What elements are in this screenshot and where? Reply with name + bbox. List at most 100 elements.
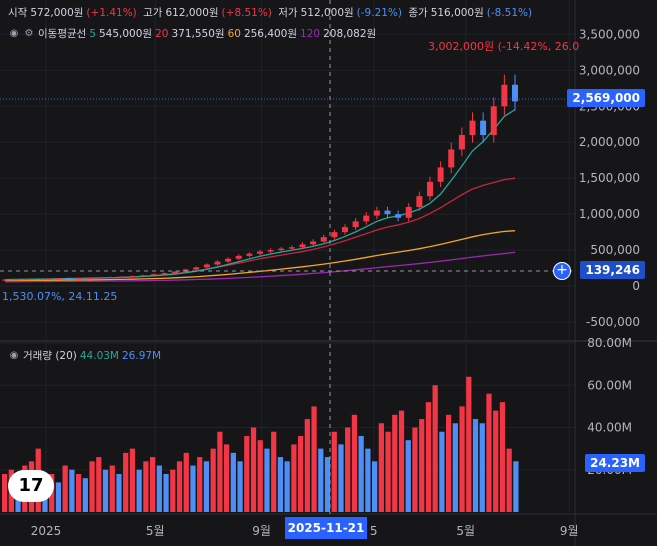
candle-body: [193, 267, 200, 270]
settings-icon[interactable]: ⚙: [24, 27, 34, 39]
volume-bar: [479, 423, 485, 512]
time-axis: 2025 5월 9월 5 5월 9월: [31, 524, 579, 538]
moving-average-lines: [4, 109, 516, 283]
volume-bar: [102, 469, 109, 512]
volume-bar: [109, 465, 115, 512]
candle-body: [310, 241, 317, 245]
volume-bar: [170, 469, 176, 512]
candle-body: [363, 215, 370, 222]
price-tick-label: 3,000,000: [579, 63, 640, 77]
volume-bar: [291, 444, 297, 512]
candle-body: [23, 278, 30, 280]
candle-body: [129, 276, 136, 277]
crosshair-date-tag: 2025-11-21: [285, 517, 367, 539]
time-tick-label: 9월: [560, 524, 579, 538]
volume-bar: [506, 448, 512, 512]
volume-bar: [358, 435, 364, 512]
volume-bar: [55, 482, 62, 512]
volume-bar: [217, 431, 223, 512]
volume-bar: [89, 461, 95, 512]
volume-tick-label: 80.00M: [587, 336, 632, 350]
volume-bar: [143, 461, 149, 512]
eye-icon[interactable]: ◉: [9, 27, 19, 39]
volume-bar: [82, 478, 88, 512]
volume-bar: [264, 448, 270, 512]
volume-bar: [392, 414, 398, 512]
volume-bar: [372, 461, 378, 512]
volume-tick-label: 60.00M: [587, 378, 632, 392]
open-label: 시작: [8, 7, 28, 19]
candle-body: [427, 181, 433, 197]
volume-bar: [76, 473, 82, 512]
open-value: 572,000원: [30, 7, 84, 19]
close-value: 516,000원: [430, 7, 484, 19]
volume-bar: [257, 440, 263, 512]
last-price-tag: 2,569,000: [567, 89, 645, 107]
volume-bar: [298, 435, 304, 512]
volume-bar: [499, 402, 506, 512]
volume-bar: [331, 431, 337, 512]
candle-body: [55, 278, 62, 280]
ma20-line: [4, 177, 516, 281]
low-change: (-9.21%): [356, 7, 403, 19]
price-tick-label: 2,000,000: [579, 135, 640, 149]
ma5-period: 5: [89, 27, 96, 40]
volume-bar: [405, 440, 411, 512]
add-alert-button[interactable]: +: [553, 262, 571, 280]
candle-body: [108, 277, 115, 279]
volume-bar: [378, 423, 384, 512]
candle-body: [458, 135, 465, 150]
volume-legend[interactable]: ◉ 거래량 (20) 44.03M 26.97M: [8, 348, 164, 363]
volume-label: 거래량 (20): [23, 350, 77, 362]
volume-bar: [277, 457, 284, 512]
candle-body: [480, 120, 487, 136]
high-value: 612,000원: [165, 7, 219, 19]
volume-bar: [284, 461, 290, 512]
volume-value-2: 26.97M: [122, 349, 162, 362]
ma-legend[interactable]: ◉ ⚙ 이동평균선 5 545,000원 20 371,550원 60 256,400…: [8, 26, 379, 41]
volume-bar: [230, 452, 236, 512]
candle-body: [384, 210, 391, 215]
volume-bar: [493, 410, 499, 512]
volume-bar: [446, 414, 452, 512]
volume-bar: [163, 473, 169, 512]
candle-body: [150, 274, 157, 276]
time-tick-label: 5월: [146, 524, 165, 538]
candle-body: [299, 244, 306, 248]
volume-bar: [472, 419, 479, 512]
volume-bar: [224, 444, 230, 512]
eye-icon[interactable]: ◉: [9, 349, 19, 361]
volume-bar: [398, 410, 405, 512]
volume-bar: [304, 419, 310, 512]
volume-bar: [486, 393, 492, 512]
candle-body: [288, 247, 295, 249]
high-annotation: 3,002,000원 (-14.42%, 26.0: [428, 40, 580, 53]
candle-body: [225, 258, 232, 262]
ma-label: 이동평균선: [38, 28, 87, 40]
candle-body: [161, 273, 168, 275]
volume-bar: [2, 473, 8, 512]
ma60-value: 256,400원: [243, 28, 298, 40]
time-tick-label: 5월: [456, 524, 475, 538]
volume-bar: [459, 406, 465, 512]
volume-bar: [176, 461, 183, 512]
candle-body: [97, 277, 104, 279]
candle-body: [12, 279, 19, 281]
candle-body: [501, 84, 508, 107]
price-tick-label: 1,500,000: [579, 171, 640, 185]
volume-bar: [452, 423, 458, 512]
candle-body: [118, 276, 125, 278]
volume-tag: 24.23M: [585, 454, 645, 472]
candle-body: [203, 264, 210, 268]
volume-bar: [412, 427, 418, 512]
candle-body: [405, 206, 412, 218]
ma20-period: 20: [155, 27, 169, 40]
candle-body: [278, 248, 285, 251]
volume-value-1: 44.03M: [79, 349, 119, 362]
volume-bar: [62, 465, 68, 512]
volume-bar: [244, 435, 250, 512]
price-tick-label: 1,000,000: [579, 207, 640, 221]
price-tick-label: -500,000: [586, 315, 640, 329]
